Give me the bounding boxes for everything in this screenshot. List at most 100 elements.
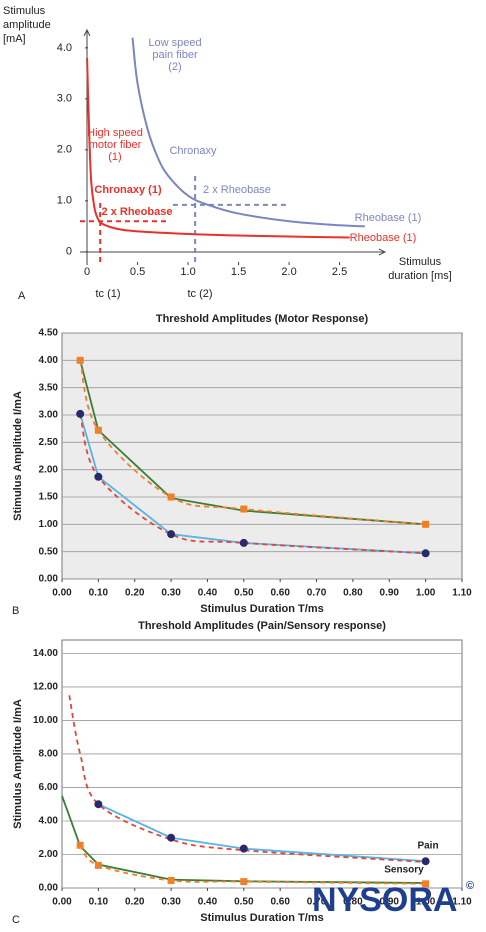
annotation: High speed xyxy=(87,127,143,139)
annotation: tc (2) xyxy=(187,288,212,300)
annotation: pain fiber xyxy=(152,49,198,61)
y-tick-label: 0.00 xyxy=(39,574,59,585)
marker xyxy=(167,530,176,539)
marker xyxy=(94,861,102,869)
annotation: (1) xyxy=(108,151,121,163)
y-tick-label: 10.00 xyxy=(33,715,58,726)
x-tick-label: 0.5 xyxy=(130,266,145,278)
marker xyxy=(94,426,102,434)
x-tick-label: 0.60 xyxy=(270,897,290,908)
y-tick-label: 1.00 xyxy=(39,519,59,530)
series-line xyxy=(79,360,426,526)
annotation: Low speed xyxy=(148,37,201,49)
marker xyxy=(421,549,430,558)
y-tick-label: 2.0 xyxy=(57,144,72,156)
annotation: Chronaxy xyxy=(169,145,217,157)
marker xyxy=(239,844,248,853)
x-tick-label: 0.30 xyxy=(161,588,181,599)
y-tick-label: 3.00 xyxy=(39,410,59,421)
y-axis-label: Stimulus xyxy=(3,5,46,17)
series-line xyxy=(97,803,426,863)
y-tick-label: 1.0 xyxy=(57,195,72,207)
y-tick-label: 4.0 xyxy=(57,42,72,54)
marker xyxy=(76,356,84,364)
x-tick-label: 1.00 xyxy=(416,897,436,908)
marker xyxy=(422,880,430,888)
panel-label: C xyxy=(12,914,20,926)
x-tick-label: 0.20 xyxy=(125,897,145,908)
panel: 0.00 2.00 4.00 6.00 8.00 10.00 12.00 14.00 0.00 0… xyxy=(12,620,472,926)
y-tick-label: 3.50 xyxy=(39,382,59,393)
annotation: Sensory xyxy=(384,865,424,876)
series-line xyxy=(79,844,426,885)
series-line xyxy=(68,695,426,863)
y-tick-label: 8.00 xyxy=(39,749,59,760)
x-tick-label: 0.00 xyxy=(52,588,72,599)
y-tick-label: 2.00 xyxy=(39,464,59,475)
panel: 0 1.0 2.0 3.0 4.0 0 0.5 1.0 1.5 2.0 2.5 Stimulus amp… xyxy=(3,5,452,302)
y-tick-label: 4.00 xyxy=(39,355,59,366)
annotation: Rheobase (1) xyxy=(355,212,422,224)
marker xyxy=(167,833,176,842)
x-axis-label: Stimulus xyxy=(399,256,442,268)
chart-title: Threshold Amplitudes (Pain/Sensory respo… xyxy=(138,620,386,632)
marker xyxy=(240,505,248,513)
marker xyxy=(94,800,103,809)
x-tick-label: 0.80 xyxy=(343,897,363,908)
chart-title: Threshold Amplitudes (Motor Response) xyxy=(156,313,369,325)
x-axis-label: Stimulus Duration T/ms xyxy=(200,912,323,924)
y-tick-label: 14.00 xyxy=(33,648,58,659)
annotation: (2) xyxy=(168,61,181,73)
series-line xyxy=(61,795,426,884)
x-tick-label: 1.00 xyxy=(416,588,436,599)
marker xyxy=(239,538,248,547)
logo: NYSORA xyxy=(312,881,457,919)
y-axis-label: Stimulus Amplitude I/mA xyxy=(12,699,24,829)
marker xyxy=(422,520,430,528)
x-tick-label: 0.10 xyxy=(89,588,109,599)
marker xyxy=(167,876,175,884)
x-tick-label: 0.50 xyxy=(234,897,254,908)
x-tick-label: 1.10 xyxy=(452,588,472,599)
y-tick-label: 12.00 xyxy=(33,682,58,693)
x-tick-label: 0 xyxy=(84,266,90,278)
x-tick-label: 2.0 xyxy=(281,266,296,278)
x-tick-label: 0.60 xyxy=(270,588,290,599)
y-tick-label: 0.00 xyxy=(39,883,59,894)
x-axis-label: duration [ms] xyxy=(388,270,452,282)
x-tick-label: 1.10 xyxy=(452,897,472,908)
panel-label: B xyxy=(12,605,19,617)
x-tick-label: 2.5 xyxy=(332,266,347,278)
annotation: tc (1) xyxy=(95,288,120,300)
y-tick-label: 2.50 xyxy=(39,437,59,448)
annotation: Chronaxy (1) xyxy=(94,184,162,196)
annotation: 2 x Rheobase xyxy=(203,184,271,196)
x-tick-label: 0.70 xyxy=(307,897,327,908)
logo-mark: © xyxy=(466,880,474,892)
y-tick-label: 0 xyxy=(66,246,72,258)
x-tick-label: 0.90 xyxy=(380,897,400,908)
x-tick-label: 1.0 xyxy=(180,266,195,278)
panel: 0.00 0.50 1.00 1.50 2.00 2.50 3.00 3.50 4.00 4.50… xyxy=(12,313,472,617)
y-tick-label: 2.00 xyxy=(39,849,59,860)
x-tick-label: 0.40 xyxy=(198,897,218,908)
y-tick-label: 3.0 xyxy=(57,93,72,105)
y-tick-label: 4.00 xyxy=(39,816,59,827)
x-tick-label: 0.50 xyxy=(234,588,254,599)
y-tick-label: 1.50 xyxy=(39,492,59,503)
x-tick-label: 0.90 xyxy=(380,588,400,599)
y-tick-label: 6.00 xyxy=(39,782,59,793)
x-tick-label: 0.10 xyxy=(89,897,109,908)
x-tick-label: 0.20 xyxy=(125,588,145,599)
series-line xyxy=(131,37,365,228)
marker xyxy=(421,857,430,866)
marker xyxy=(76,409,85,418)
y-axis-label: [mA] xyxy=(3,33,26,45)
axis xyxy=(80,248,387,256)
y-axis-label: Stimulus Amplitude I/mA xyxy=(12,391,24,521)
panel-label: A xyxy=(18,290,26,302)
marker xyxy=(167,493,175,501)
x-axis-label: Stimulus Duration T/ms xyxy=(200,603,323,615)
marker xyxy=(76,841,84,849)
marker xyxy=(240,878,248,886)
